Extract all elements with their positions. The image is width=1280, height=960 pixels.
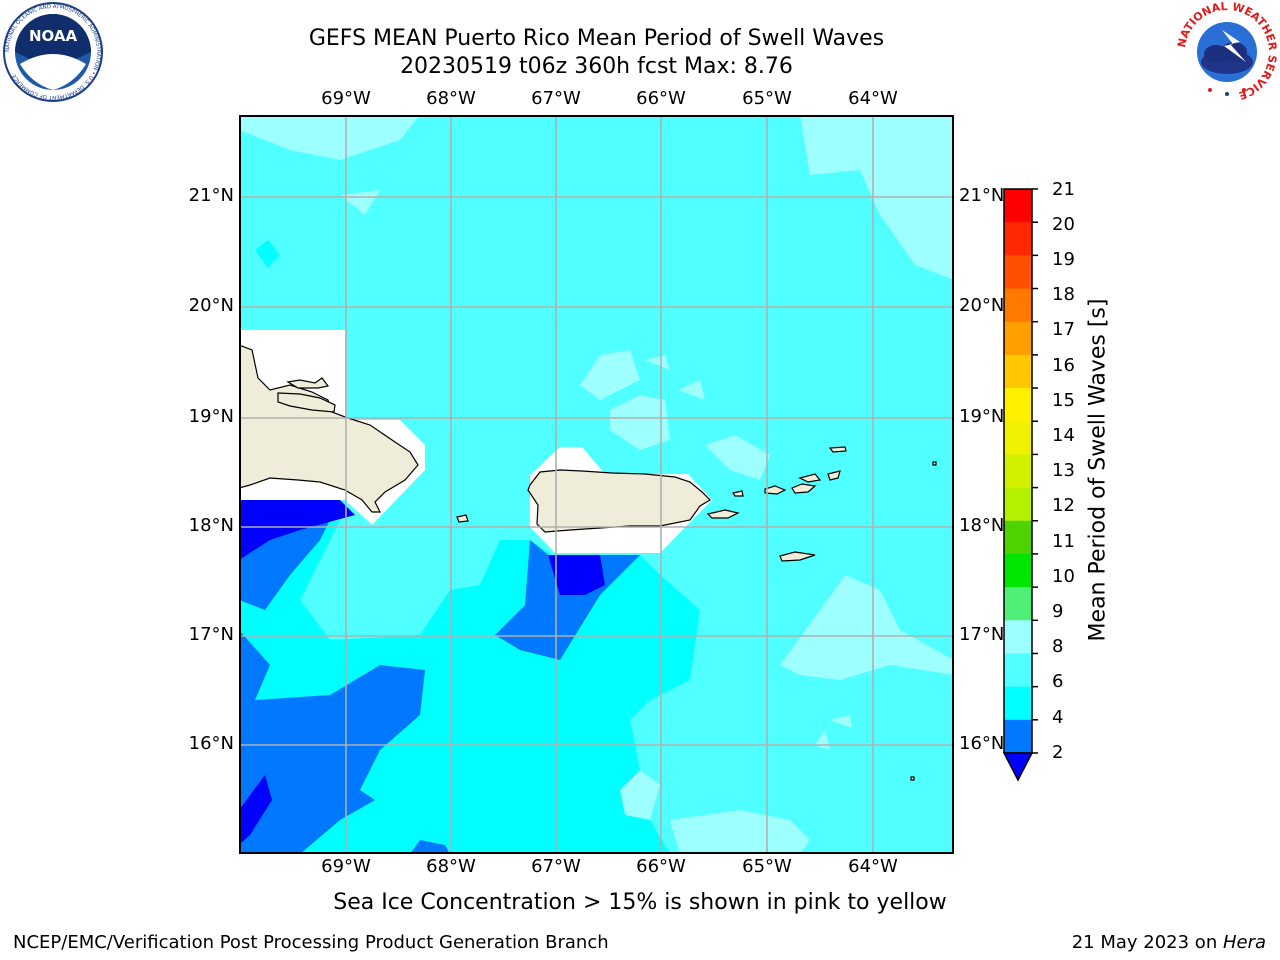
colorbar-band [1004,222,1032,256]
colorbar-band [1004,686,1032,721]
noaa-logo: NATIONAL OCEANIC AND ATMOSPHERIC ADMINIS… [2,2,104,102]
lon-label-bottom: 64°W [848,856,898,877]
colorbar-band [1004,653,1032,688]
footer-date-host: 21 May 2023 on Hera [1072,932,1266,953]
anguilla-islet [932,461,937,466]
colorbar-band [1004,354,1032,389]
vieques [706,509,740,519]
lon-label-bottom: 69°W [321,856,371,877]
lat-label-left: 20°N [188,295,234,316]
colorbar-band [1004,421,1032,455]
colorbar-tick-label: 16 [1052,355,1075,376]
colorbar-tick-label: 20 [1052,214,1075,235]
st-thomas [764,485,787,495]
footer-machine: Hera [1222,932,1266,953]
lat-label-right: 19°N [959,406,1005,427]
colorbar-band [1004,189,1032,223]
tortuga-area [277,392,336,413]
colorbar-band [1004,587,1032,621]
colorbar-band [1004,553,1032,588]
sea-ice-note: Sea Ice Concentration > 15% is shown in … [333,890,947,915]
lon-label-bottom: 68°W [426,856,476,877]
lat-label-right: 20°N [959,295,1005,316]
footer-branch: NCEP/EMC/Verification Post Processing Pr… [13,932,609,953]
colorbar-band [1004,255,1032,290]
colorbar-tick-label: 11 [1052,531,1075,552]
colorbar-band [1004,487,1032,522]
lat-label-left: 18°N [188,515,234,536]
lat-label-left: 17°N [188,624,234,645]
north-coast-islet [286,377,330,389]
colorbar-tick-label: 19 [1052,249,1075,270]
lat-label-right: 17°N [959,624,1005,645]
map-panel[interactable] [239,115,954,854]
chart-subtitle: 20230519 t06z 360h fcst Max: 8.76 [400,54,793,79]
colorbar-band [1004,620,1032,654]
lon-label-bottom: 65°W [742,856,792,877]
colorbar-tick-label: 17 [1052,319,1075,340]
colorbar-tick-label: 8 [1052,636,1064,657]
colorbar-band [1004,520,1032,555]
colorbar-tick-label: 2 [1052,742,1064,763]
anegada [828,446,847,453]
colorbar-frame [1003,188,1033,754]
lon-label-top: 64°W [848,88,898,109]
lat-label-left: 21°N [188,185,234,206]
lat-label-right: 21°N [959,185,1005,206]
colorbar-band [1004,388,1032,422]
chart-title: GEFS MEAN Puerto Rico Mean Period of Swe… [308,26,885,51]
nws-logo: NATIONAL WEATHER SERVICE [1175,0,1279,102]
lon-label-bottom: 67°W [531,856,581,877]
colorbar-tick-label: 13 [1052,460,1075,481]
hispaniola [239,344,419,513]
mona-island [456,514,469,523]
colorbar-tick-label: 21 [1052,179,1075,200]
st-john [791,483,817,494]
swell-field-below-2 [239,500,605,845]
lon-label-top: 66°W [636,88,686,109]
graticule [239,115,954,854]
colorbar-tick-label: 9 [1052,601,1064,622]
colorbar-extend-arrow [1002,752,1034,782]
lon-label-top: 68°W [426,88,476,109]
colorbar-tick-label: 10 [1052,566,1075,587]
lat-label-right: 16°N [959,733,1005,754]
colorbar-band [1004,288,1032,323]
culebra [732,490,744,497]
colorbar-band [1004,454,1032,489]
colorbar [996,182,1042,788]
tortola [798,473,822,483]
lat-label-left: 19°N [188,406,234,427]
colorbar-tick-label: 14 [1052,425,1075,446]
land [239,344,937,781]
colorbar-tick-label: 18 [1052,284,1075,305]
footer-date: 21 May 2023 on [1071,932,1223,953]
st-croix [779,551,816,562]
lat-label-right: 18°N [959,515,1005,536]
lon-label-top: 69°W [321,88,371,109]
map-frame [239,115,954,854]
colorbar-tick-label: 6 [1052,671,1064,692]
colorbar-tick-label: 12 [1052,495,1075,516]
colorbar-band [1004,321,1032,356]
colorbar-tick-label: 15 [1052,390,1075,411]
colorbar-tick-label: 4 [1052,707,1064,728]
lon-label-top: 67°W [531,88,581,109]
virgin-gorda [827,470,841,481]
lon-label-bottom: 66°W [636,856,686,877]
lon-label-top: 65°W [742,88,792,109]
colorbar-label: Mean Period of Swell Waves [s] [1085,298,1111,642]
colorbar-band [1004,719,1032,754]
aves-islet [910,776,915,781]
noaa-logo-text: NOAA [29,27,78,45]
lat-label-left: 16°N [188,733,234,754]
